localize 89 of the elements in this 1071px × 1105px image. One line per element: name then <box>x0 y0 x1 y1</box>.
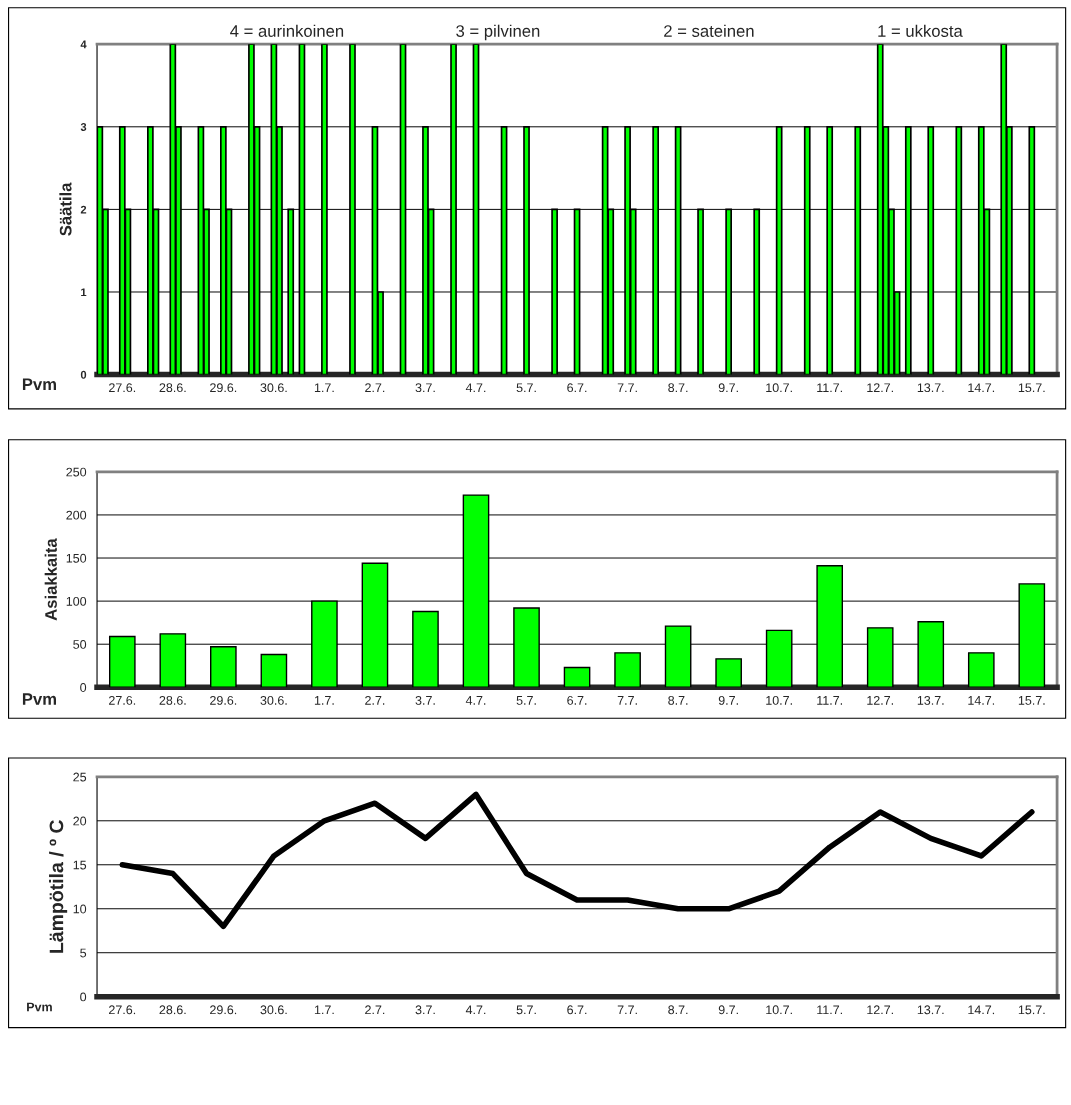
x-tick-label: 27.6. <box>109 1005 136 1015</box>
x-tick-label: 8.7. <box>668 695 688 705</box>
x-tick-label: 4.7. <box>465 1005 486 1015</box>
y-tick-label: 10 <box>73 904 87 914</box>
text: 2 = sateinen <box>664 24 754 37</box>
x-tick-label: 14.7. <box>968 383 995 392</box>
x-tick-label: 5.7. <box>516 696 536 705</box>
x-tick-label: 10.7. <box>766 695 792 705</box>
y-tick-label: 5 <box>80 948 87 958</box>
x-tick-label: 2.7. <box>365 1005 385 1015</box>
y-tick-label: 1 <box>81 288 87 297</box>
x-tick-label: 13.7. <box>917 695 944 705</box>
x-tick-label: 11.7. <box>817 1005 842 1015</box>
x-tick-label: 13.7. <box>917 1005 944 1015</box>
x-tick-label: 6.7. <box>567 695 587 705</box>
x-tick-label: 9.7. <box>718 1005 738 1015</box>
x-tick-label: 29.6. <box>210 695 237 705</box>
x-tick-label: 12.7. <box>867 383 893 392</box>
y-tick-label: 200 <box>66 510 87 520</box>
y-tick-label: 0 <box>80 992 87 1002</box>
text: 3 = pilvinen <box>456 24 540 41</box>
y-tick-label: 20 <box>73 816 87 826</box>
y-tick-label: 3 <box>80 123 87 131</box>
y-tick-label: 0 <box>80 370 87 379</box>
x-axis-title: Pvm <box>22 693 56 705</box>
y-axis-title: Säätila <box>59 182 72 236</box>
y-tick-label: 25 <box>73 772 87 782</box>
x-tick-label: 14.7. <box>968 1005 995 1015</box>
x-tick-label: 15.7. <box>1018 1005 1045 1015</box>
x-tick-label: 7.7. <box>617 383 637 392</box>
x-tick-label: 30.6. <box>260 383 287 393</box>
x-tick-label: 15.7. <box>1018 383 1045 393</box>
x-tick-label: 28.6. <box>159 1005 186 1015</box>
y-axis-title: Asiakkaita <box>44 538 57 621</box>
x-tick-label: 2.7. <box>365 695 385 705</box>
x-tick-label: 10.7. <box>766 383 792 393</box>
x-tick-label: 30.6. <box>260 1005 287 1015</box>
bar <box>715 658 742 688</box>
x-tick-label: 27.6. <box>109 383 136 393</box>
y-tick-label: 4 <box>80 40 87 49</box>
x-axis-title: Pvm <box>27 1002 52 1012</box>
bar <box>563 666 591 688</box>
x-tick-label: 11.7. <box>817 696 842 705</box>
y-tick-label: 0 <box>80 683 87 692</box>
x-tick-label: 29.6. <box>210 383 237 393</box>
bar <box>260 653 288 688</box>
x-tick-label: 3.7. <box>415 1005 435 1015</box>
x-tick-label: 6.7. <box>567 1005 587 1015</box>
x-tick-label: 8.7. <box>668 383 688 393</box>
x-tick-label: 29.6. <box>210 1005 237 1015</box>
x-axis-title: Pvm <box>22 378 56 390</box>
x-tick-label: 7.7. <box>617 696 637 705</box>
x-tick-label: 1.7. <box>314 696 334 705</box>
x-tick-label: 8.7. <box>668 1005 688 1015</box>
x-tick-label: 2.7. <box>365 383 385 392</box>
bar <box>967 652 995 688</box>
x-tick-label: 4.7. <box>465 383 486 392</box>
y-tick-label: 15 <box>73 860 87 870</box>
x-tick-label: 5.7. <box>516 1005 536 1015</box>
x-tick-label: 9.7. <box>718 695 738 705</box>
x-tick-label: 5.7. <box>516 383 536 393</box>
x-tick-label: 14.7. <box>968 696 995 705</box>
x-tick-label: 15.7. <box>1018 696 1045 705</box>
x-tick-label: 12.7. <box>867 1005 893 1015</box>
x-tick-label: 13.7. <box>917 383 944 393</box>
x-tick-label: 11.7. <box>817 383 842 392</box>
y-tick-label: 100 <box>66 596 87 606</box>
x-tick-label: 1.7. <box>314 383 334 392</box>
x-tick-label: 6.7. <box>567 383 587 393</box>
x-tick-label: 3.7. <box>415 383 435 393</box>
x-tick-label: 27.6. <box>109 695 136 705</box>
x-tick-label: 7.7. <box>617 1005 637 1015</box>
bar <box>614 652 641 688</box>
y-tick-label: 2 <box>80 205 87 214</box>
x-tick-label: 9.7. <box>718 383 738 393</box>
x-tick-label: 28.6. <box>159 695 186 705</box>
x-tick-label: 30.6. <box>260 695 287 705</box>
x-tick-label: 1.7. <box>314 1005 334 1015</box>
text: 1 = ukkosta <box>878 24 963 37</box>
x-tick-label: 3.7. <box>415 695 435 705</box>
x-tick-label: 4.7. <box>465 696 486 705</box>
y-axis-title: Lämpötila / º C <box>49 820 68 953</box>
y-tick-label: 50 <box>73 640 87 649</box>
y-tick-label: 150 <box>66 553 87 563</box>
x-tick-label: 12.7. <box>867 695 893 705</box>
x-tick-label: 28.6. <box>159 383 186 393</box>
text: 4 = aurinkoinen <box>230 24 344 37</box>
x-tick-label: 10.7. <box>766 1005 792 1015</box>
y-tick-label: 250 <box>66 467 87 477</box>
